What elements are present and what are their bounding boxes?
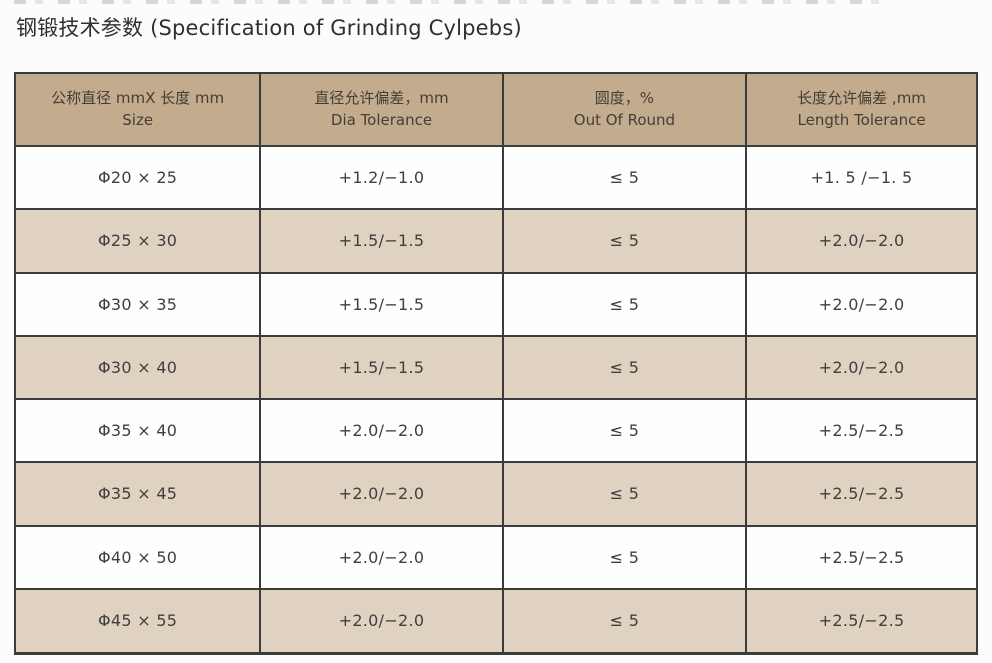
table-cell-length-tolerance: +2.5/−2.5: [745, 524, 978, 590]
table-row: Φ40 × 50 +2.0/−2.0 ≤ 5 +2.5/−2.5: [13, 524, 978, 590]
table-row: Φ35 × 45 +2.0/−2.0 ≤ 5 +2.5/−2.5: [13, 461, 978, 527]
header-cell-out-of-round: 圆度，% Out Of Round: [501, 72, 748, 147]
table-cell-dia-tolerance: +2.0/−2.0: [259, 398, 504, 464]
cropped-text-artifact: [14, 0, 894, 4]
header-dia-zh: 直径允许偏差，mm: [314, 88, 449, 107]
table-cell-size: Φ25 × 30: [13, 208, 262, 274]
table-cell-dia-tolerance: +1.5/−1.5: [259, 334, 504, 401]
table-cell-size: Φ45 × 55: [13, 587, 262, 655]
table-cell-size: Φ30 × 40: [13, 334, 262, 401]
page-title: 钢锻技术参数 (Specification of Grinding Cylpeb…: [16, 16, 522, 40]
header-cell-size: 公称直径 mmX 长度 mm Size: [13, 72, 262, 147]
table-cell-length-tolerance: +2.5/−2.5: [745, 398, 978, 464]
table-cell-out-of-round: ≤ 5: [501, 334, 748, 401]
header-size-en: Size: [122, 110, 154, 129]
table-row: Φ30 × 40 +1.5/−1.5 ≤ 5 +2.0/−2.0: [13, 334, 978, 401]
table-cell-size: Φ40 × 50: [13, 524, 262, 590]
spec-table: 公称直径 mmX 长度 mm Size 直径允许偏差，mm Dia Tolera…: [13, 72, 978, 655]
table-cell-out-of-round: ≤ 5: [501, 208, 748, 274]
spec-table-header: 公称直径 mmX 长度 mm Size 直径允许偏差，mm Dia Tolera…: [13, 72, 978, 147]
header-round-en: Out Of Round: [573, 110, 676, 129]
header-dia-en: Dia Tolerance: [330, 110, 433, 129]
header-round-zh: 圆度，%: [594, 88, 655, 107]
table-cell-dia-tolerance: +1.2/−1.0: [259, 144, 504, 211]
table-cell-size: Φ35 × 40: [13, 398, 262, 464]
table-cell-dia-tolerance: +2.0/−2.0: [259, 461, 504, 527]
table-cell-dia-tolerance: +2.0/−2.0: [259, 524, 504, 590]
table-cell-length-tolerance: +2.0/−2.0: [745, 334, 978, 401]
header-cell-length-tolerance: 长度允许偏差 ,mm Length Tolerance: [745, 72, 978, 147]
table-cell-dia-tolerance: +1.5/−1.5: [259, 208, 504, 274]
table-cell-size: Φ35 × 45: [13, 461, 262, 527]
table-cell-length-tolerance: +2.0/−2.0: [745, 208, 978, 274]
header-length-zh: 长度允许偏差 ,mm: [797, 88, 926, 107]
table-cell-length-tolerance: +2.5/−2.5: [745, 461, 978, 527]
table-cell-length-tolerance: +2.0/−2.0: [745, 271, 978, 337]
table-row: Φ25 × 30 +1.5/−1.5 ≤ 5 +2.0/−2.0: [13, 208, 978, 274]
header-length-en: Length Tolerance: [797, 110, 926, 129]
table-cell-size: Φ20 × 25: [13, 144, 262, 211]
table-row: Φ35 × 40 +2.0/−2.0 ≤ 5 +2.5/−2.5: [13, 398, 978, 464]
table-cell-out-of-round: ≤ 5: [501, 271, 748, 337]
table-cell-out-of-round: ≤ 5: [501, 587, 748, 655]
table-cell-dia-tolerance: +2.0/−2.0: [259, 587, 504, 655]
table-cell-dia-tolerance: +1.5/−1.5: [259, 271, 504, 337]
table-row: Φ30 × 35 +1.5/−1.5 ≤ 5 +2.0/−2.0: [13, 271, 978, 337]
table-cell-out-of-round: ≤ 5: [501, 398, 748, 464]
table-cell-out-of-round: ≤ 5: [501, 144, 748, 211]
header-size-zh: 公称直径 mmX 长度 mm: [51, 88, 225, 107]
table-cell-length-tolerance: +2.5/−2.5: [745, 587, 978, 655]
header-cell-dia-tolerance: 直径允许偏差，mm Dia Tolerance: [259, 72, 504, 147]
table-cell-length-tolerance: +1. 5 /−1. 5: [745, 144, 978, 211]
spec-table-body: Φ20 × 25 +1.2/−1.0 ≤ 5 +1. 5 /−1. 5 Φ25 × 30…: [13, 144, 978, 655]
header-row: 公称直径 mmX 长度 mm Size 直径允许偏差，mm Dia Tolera…: [13, 72, 978, 147]
table-row: Φ20 × 25 +1.2/−1.0 ≤ 5 +1. 5 /−1. 5: [13, 144, 978, 211]
table-cell-size: Φ30 × 35: [13, 271, 262, 337]
table-row: Φ45 × 55 +2.0/−2.0 ≤ 5 +2.5/−2.5: [13, 587, 978, 655]
table-cell-out-of-round: ≤ 5: [501, 524, 748, 590]
table-cell-out-of-round: ≤ 5: [501, 461, 748, 527]
